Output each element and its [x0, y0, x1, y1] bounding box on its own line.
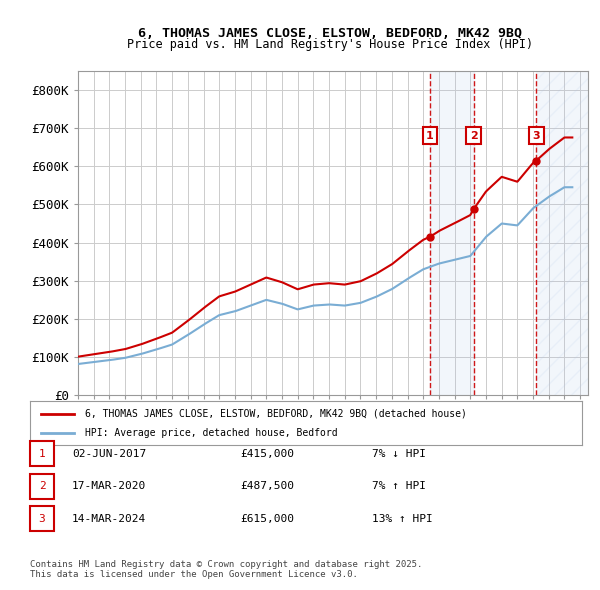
Bar: [430, 71, 473, 395]
Text: 1: 1: [38, 449, 46, 458]
Text: HPI: Average price, detached house, Bedford: HPI: Average price, detached house, Bedf…: [85, 428, 338, 438]
Text: 17-MAR-2020: 17-MAR-2020: [72, 481, 146, 491]
Text: 02-JUN-2017: 02-JUN-2017: [72, 449, 146, 458]
Text: 3: 3: [38, 514, 46, 523]
Text: 7% ↓ HPI: 7% ↓ HPI: [372, 449, 426, 458]
Text: 13% ↑ HPI: 13% ↑ HPI: [372, 514, 433, 523]
Text: 1: 1: [426, 131, 434, 140]
Text: 3: 3: [533, 131, 540, 140]
Text: Contains HM Land Registry data © Crown copyright and database right 2025.
This d: Contains HM Land Registry data © Crown c…: [30, 560, 422, 579]
Bar: [536, 71, 588, 395]
Text: 6, THOMAS JAMES CLOSE, ELSTOW, BEDFORD, MK42 9BQ (detached house): 6, THOMAS JAMES CLOSE, ELSTOW, BEDFORD, …: [85, 409, 467, 418]
Text: £615,000: £615,000: [240, 514, 294, 523]
Text: 6, THOMAS JAMES CLOSE, ELSTOW, BEDFORD, MK42 9BQ: 6, THOMAS JAMES CLOSE, ELSTOW, BEDFORD, …: [138, 27, 522, 40]
Text: Price paid vs. HM Land Registry's House Price Index (HPI): Price paid vs. HM Land Registry's House …: [127, 38, 533, 51]
Text: 2: 2: [470, 131, 478, 140]
Text: 2: 2: [38, 481, 46, 491]
Text: 7% ↑ HPI: 7% ↑ HPI: [372, 481, 426, 491]
Text: 14-MAR-2024: 14-MAR-2024: [72, 514, 146, 523]
Text: £415,000: £415,000: [240, 449, 294, 458]
Text: £487,500: £487,500: [240, 481, 294, 491]
